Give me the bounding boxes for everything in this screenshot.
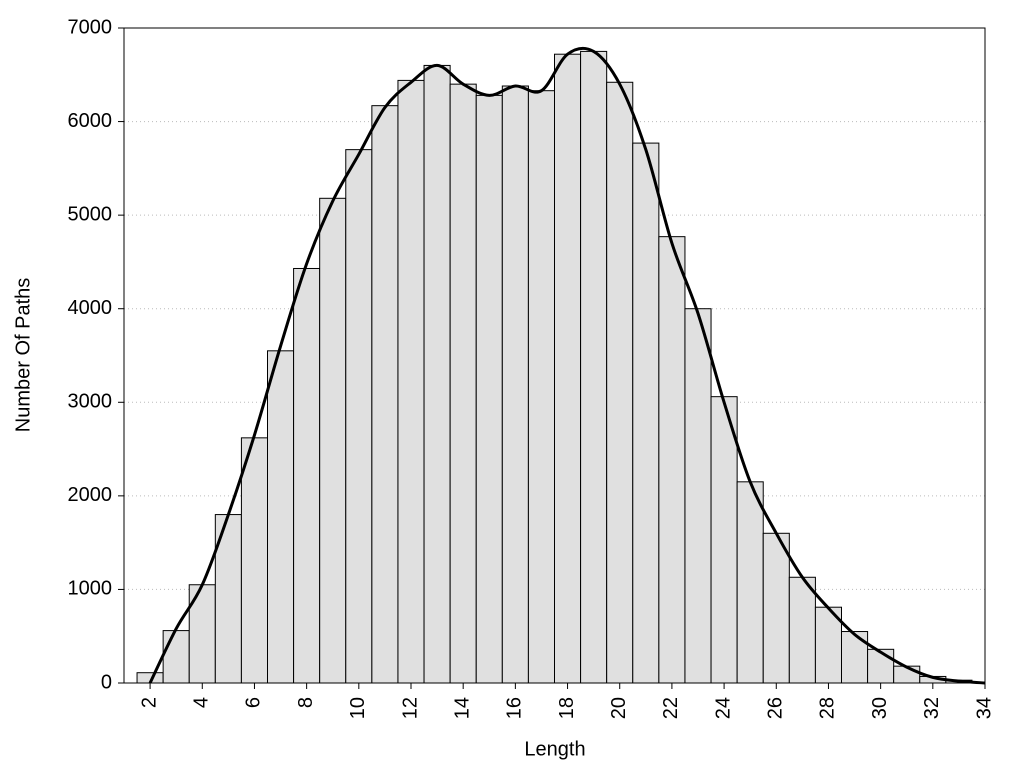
bar bbox=[684, 308, 712, 684]
bar bbox=[606, 81, 634, 684]
bar bbox=[240, 437, 268, 684]
bar bbox=[267, 350, 295, 684]
bar bbox=[710, 396, 738, 684]
x-tick-label: 10 bbox=[347, 697, 369, 719]
x-tick-label: 6 bbox=[243, 697, 265, 708]
x-tick-label: 16 bbox=[504, 697, 526, 719]
x-tick-label: 18 bbox=[556, 697, 578, 719]
bar bbox=[788, 576, 816, 684]
bar bbox=[371, 105, 399, 684]
bar bbox=[501, 85, 529, 684]
bar bbox=[293, 267, 321, 684]
x-tick-label: 12 bbox=[399, 697, 421, 719]
x-tick-label: 30 bbox=[869, 697, 891, 719]
y-axis-label: Number Of Paths bbox=[12, 278, 34, 433]
x-tick-label: 20 bbox=[608, 697, 630, 719]
x-tick-label: 8 bbox=[295, 697, 317, 708]
x-axis-label: Length bbox=[524, 738, 585, 760]
x-tick-label: 4 bbox=[191, 697, 213, 708]
x-tick-label: 32 bbox=[921, 697, 943, 719]
plot-frame bbox=[123, 27, 986, 684]
bar bbox=[397, 79, 425, 684]
x-tick-label: 2 bbox=[138, 697, 160, 708]
bar bbox=[736, 481, 764, 684]
y-tick-label: 6000 bbox=[68, 110, 113, 132]
x-tick-label: 24 bbox=[712, 697, 734, 719]
y-tick-label: 7000 bbox=[68, 16, 113, 38]
x-tick-label: 22 bbox=[660, 697, 682, 719]
bar bbox=[475, 94, 503, 684]
bar bbox=[345, 149, 373, 684]
bar bbox=[658, 236, 686, 684]
y-tick-label: 3000 bbox=[68, 391, 113, 413]
bar bbox=[632, 142, 660, 684]
bar bbox=[867, 648, 895, 684]
bar bbox=[580, 50, 608, 684]
y-tick-label: 1000 bbox=[68, 578, 113, 600]
y-tick-label: 0 bbox=[101, 671, 112, 693]
bar bbox=[841, 631, 869, 684]
y-tick-label: 2000 bbox=[68, 484, 113, 506]
density-line bbox=[148, 46, 986, 685]
x-tick-label: 34 bbox=[973, 697, 995, 719]
bar bbox=[449, 83, 477, 684]
x-tick-label: 28 bbox=[817, 697, 839, 719]
y-tick-label: 5000 bbox=[68, 203, 113, 225]
x-tick-label: 26 bbox=[765, 697, 787, 719]
bar bbox=[554, 53, 582, 684]
bar bbox=[423, 64, 451, 684]
bar bbox=[527, 90, 556, 684]
bar bbox=[162, 630, 190, 684]
bar bbox=[319, 197, 347, 684]
bar bbox=[762, 532, 790, 684]
y-tick-label: 4000 bbox=[68, 297, 113, 319]
x-tick-label: 14 bbox=[451, 697, 473, 719]
